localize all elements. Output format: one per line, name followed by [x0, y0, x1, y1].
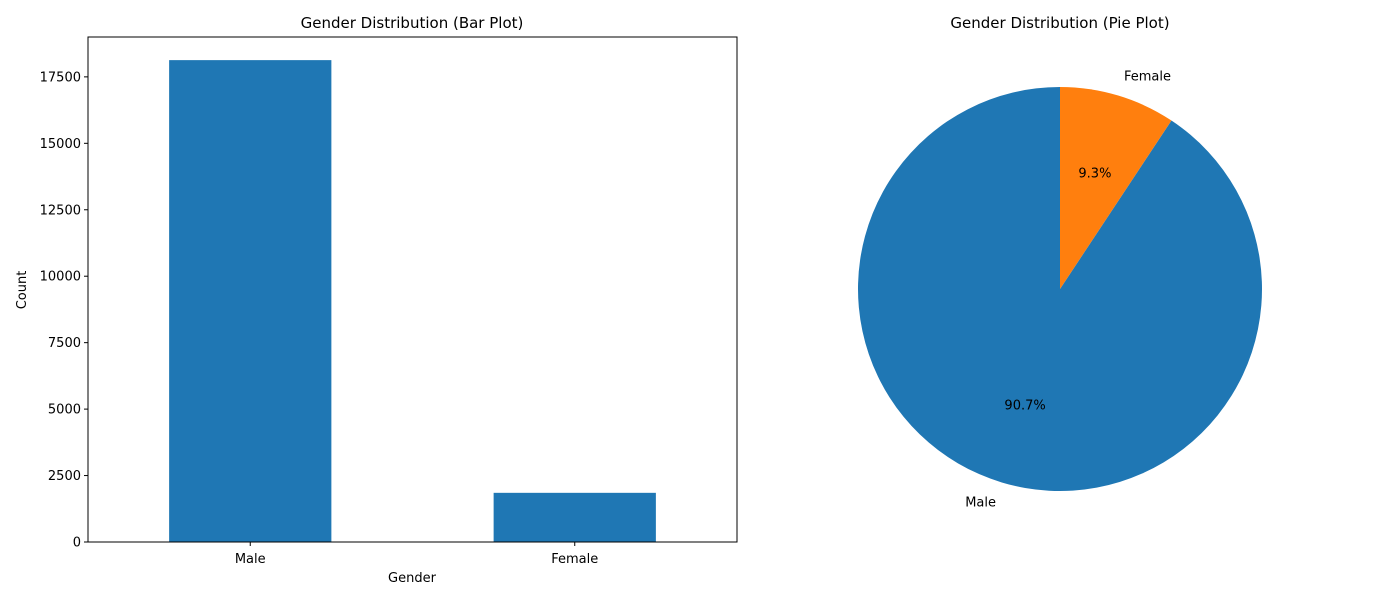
bar-x-tick-label: Male [235, 552, 266, 567]
bar-male [169, 60, 332, 542]
bar-plot-frame [87, 36, 738, 543]
bar-y-tick-label: 7500 [48, 336, 81, 351]
bar-chart-title: Gender Distribution (Bar Plot) [301, 14, 524, 32]
bar-y-tick-label: 10000 [40, 270, 81, 285]
bar-y-tick-label: 17500 [40, 70, 81, 85]
bar-y-tick-label: 15000 [40, 137, 81, 152]
bar-female [493, 492, 656, 542]
bar-x-axis-label: Gender [388, 571, 437, 586]
bar-y-tick-label: 2500 [48, 469, 81, 484]
bar-y-ticks: 0 2500 5000 7500 10000 12500 15000 17500 [40, 70, 88, 551]
bar-y-tick-label: 12500 [40, 203, 81, 218]
bar-y-axis-label: Count [15, 271, 30, 310]
pie-slices [858, 87, 1262, 491]
pie-percent-label: 90.7% [1004, 399, 1045, 414]
bar-y-tick-label: 0 [73, 536, 81, 551]
pie-chart: Gender Distribution (Pie Plot) Male 90.7%… [858, 14, 1262, 510]
pie-labels: Male 90.7% Female 9.3% [965, 70, 1171, 511]
pie-slice-label: Male [965, 495, 996, 510]
pie-slice-female [1060, 87, 1172, 289]
pie-chart-title: Gender Distribution (Pie Plot) [950, 14, 1169, 32]
bar-x-ticks: Male Female [235, 542, 598, 567]
pie-percent-label: 9.3% [1078, 166, 1111, 181]
bar-bars [169, 60, 656, 542]
pie-slice-label: Female [1124, 70, 1171, 85]
bar-chart: Gender Distribution (Bar Plot) 0 2500 5000… [15, 14, 738, 586]
bar-x-tick-label: Female [551, 552, 598, 567]
bar-y-tick-label: 5000 [48, 403, 81, 418]
